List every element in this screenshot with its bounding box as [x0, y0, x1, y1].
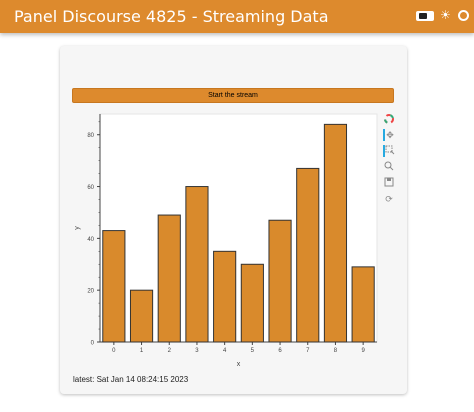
page-title: Panel Discourse 4825 - Streaming Data — [14, 7, 329, 26]
reset-icon[interactable]: ⟳ — [385, 194, 393, 204]
theme-sun-icon[interactable]: ☀ — [440, 8, 451, 22]
x-tick-label: 7 — [306, 348, 310, 354]
app-header: Panel Discourse 4825 - Streaming Data ☀ — [0, 0, 474, 33]
toggle-icon[interactable] — [416, 11, 434, 21]
x-axis-label: x — [237, 361, 241, 368]
y-tick-label: 20 — [87, 289, 94, 295]
save-icon[interactable] — [383, 177, 395, 189]
bar-5 — [240, 263, 264, 343]
y-tick-label: 0 — [91, 341, 95, 347]
bar-6 — [268, 219, 292, 343]
box-zoom-icon[interactable] — [383, 145, 395, 157]
x-tick-label: 6 — [278, 348, 282, 354]
y-axis-label: y — [74, 226, 81, 230]
y-tick-label: 80 — [87, 133, 94, 139]
y-tick-label: 40 — [87, 237, 94, 243]
bar-7 — [296, 167, 320, 343]
x-tick-label: 1 — [140, 348, 144, 354]
x-tick-label: 2 — [168, 348, 172, 354]
bars — [102, 123, 375, 343]
x-tick-label: 3 — [195, 348, 199, 354]
bar-9 — [351, 266, 375, 343]
x-tick-label: 4 — [223, 348, 227, 354]
x-tick-label: 9 — [361, 348, 365, 354]
x-tick-label: 0 — [112, 348, 116, 354]
x-tick-label: 8 — [334, 348, 338, 354]
bar-4 — [213, 250, 237, 343]
bar-3 — [185, 186, 209, 343]
wheel-zoom-icon[interactable] — [383, 161, 395, 173]
bar-2 — [157, 214, 181, 343]
circle-icon[interactable] — [458, 10, 469, 21]
bar-8 — [323, 123, 348, 343]
pan-icon[interactable]: ✥ — [383, 129, 395, 141]
start-stream-button[interactable]: Start the stream — [72, 88, 394, 103]
latest-timestamp: latest: Sat Jan 14 08:24:15 2023 — [73, 375, 189, 384]
bokeh-logo-icon[interactable] — [383, 113, 395, 125]
bar-0 — [102, 230, 126, 343]
x-tick-label: 5 — [251, 348, 255, 354]
bar-1 — [129, 289, 154, 343]
bar-chart: 0 20 40 60 80 y x 0 1 2 3 4 5 6 7 8 9 — [74, 113, 378, 368]
y-tick-label: 60 — [87, 185, 94, 191]
